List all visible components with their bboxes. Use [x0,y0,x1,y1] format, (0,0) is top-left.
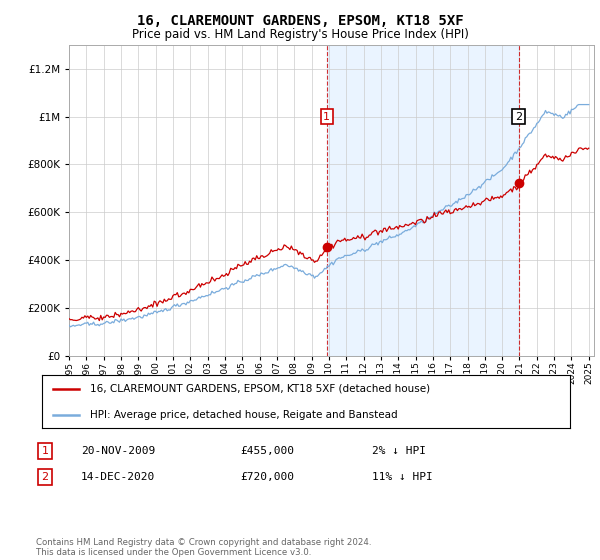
Text: 14-DEC-2020: 14-DEC-2020 [81,472,155,482]
Text: 16, CLAREMOUNT GARDENS, EPSOM, KT18 5XF: 16, CLAREMOUNT GARDENS, EPSOM, KT18 5XF [137,14,463,28]
Text: HPI: Average price, detached house, Reigate and Banstead: HPI: Average price, detached house, Reig… [89,410,397,420]
Text: £455,000: £455,000 [240,446,294,456]
Text: 1: 1 [323,111,331,122]
Text: £720,000: £720,000 [240,472,294,482]
Text: 20-NOV-2009: 20-NOV-2009 [81,446,155,456]
Text: 2% ↓ HPI: 2% ↓ HPI [372,446,426,456]
Text: 16, CLAREMOUNT GARDENS, EPSOM, KT18 5XF (detached house): 16, CLAREMOUNT GARDENS, EPSOM, KT18 5XF … [89,384,430,394]
Text: Price paid vs. HM Land Registry's House Price Index (HPI): Price paid vs. HM Land Registry's House … [131,28,469,41]
Text: 2: 2 [41,472,49,482]
Text: Contains HM Land Registry data © Crown copyright and database right 2024.
This d: Contains HM Land Registry data © Crown c… [36,538,371,557]
Text: 2: 2 [515,111,523,122]
Text: 1: 1 [41,446,49,456]
Text: 11% ↓ HPI: 11% ↓ HPI [372,472,433,482]
